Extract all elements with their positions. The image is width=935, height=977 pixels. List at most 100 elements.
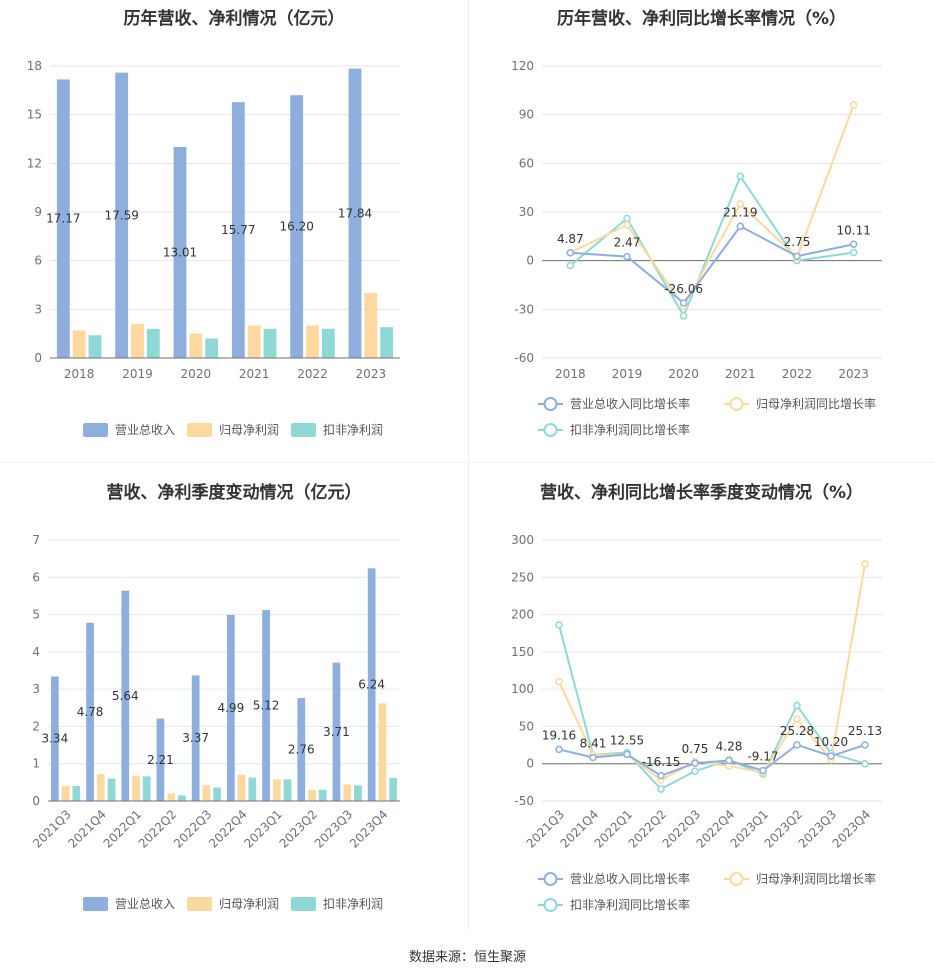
data-point xyxy=(623,221,631,229)
legend-swatch-icon xyxy=(187,423,212,437)
y-tick-label: 3 xyxy=(34,302,42,316)
vertical-divider xyxy=(468,0,469,930)
bar xyxy=(132,775,140,801)
bar xyxy=(205,338,219,358)
bar xyxy=(86,622,94,801)
annual-amount-chart: 0 3 6 9 12 15 18 17.17 17.59 13.01 15.77 16.20 17.84… xyxy=(27,59,400,437)
data-point xyxy=(736,222,745,231)
x-tick-label: 2022 xyxy=(782,367,813,381)
y-tick-label: -30 xyxy=(514,302,534,316)
bar xyxy=(156,718,165,801)
legend-label: 归母净利润 xyxy=(219,897,279,911)
data-label: 3.34 xyxy=(41,732,68,746)
legend-marker-icon xyxy=(543,397,558,411)
data-point xyxy=(679,299,688,307)
data-label: 5.12 xyxy=(253,699,280,713)
bar xyxy=(272,779,281,801)
data-point xyxy=(849,240,858,249)
data-point xyxy=(589,753,597,762)
y-tick-label: 0 xyxy=(526,254,534,268)
y-tick-label: 2 xyxy=(32,719,40,733)
bar xyxy=(173,146,187,358)
y-tick-label: 150 xyxy=(511,645,534,659)
annual-growth-chart: -60 -30 0 30 60 90 120 4.87 2.47 -26.06 21.19 2.75 1… xyxy=(511,59,882,437)
x-tick-label: 2022Q3 xyxy=(171,807,215,851)
y-tick-label: 200 xyxy=(511,608,534,622)
annual-amount-panel: 历年营收、净利情况（亿元） 0 3 6 9 12 15 18 17.17 17.59 13.01 1… xyxy=(0,0,468,462)
bar xyxy=(290,95,304,358)
legend-marker-icon xyxy=(543,423,558,437)
data-point xyxy=(827,752,835,760)
bar xyxy=(306,325,319,358)
data-label: 21.19 xyxy=(723,205,757,219)
y-tick-label: 100 xyxy=(511,682,534,696)
bar xyxy=(354,785,362,801)
data-point xyxy=(555,745,563,754)
bar xyxy=(332,662,341,801)
data-label: 8.41 xyxy=(580,736,607,750)
data-label: 4.87 xyxy=(557,232,584,246)
y-tick-label: 120 xyxy=(511,59,534,73)
data-label: 10.20 xyxy=(814,735,848,749)
y-tick-label: 300 xyxy=(511,533,534,547)
data-label: 4.28 xyxy=(716,740,743,754)
x-tick-label: 2023Q4 xyxy=(830,807,874,851)
data-point xyxy=(793,701,801,710)
data-label: 4.99 xyxy=(217,701,244,715)
y-tick-label: -60 xyxy=(514,351,534,365)
legend-marker-icon xyxy=(729,397,744,411)
chart-title: 历年营收、净利情况（亿元） xyxy=(123,9,345,29)
legend-swatch-icon xyxy=(291,423,316,437)
bar xyxy=(262,610,270,801)
legend-label: 归母净利润同比增长率 xyxy=(756,396,876,411)
x-tick-label: 2019 xyxy=(122,367,153,381)
legend-marker-icon xyxy=(543,898,558,912)
data-label: 4.78 xyxy=(77,705,104,719)
bar xyxy=(115,72,129,358)
x-tick-label: 2021 xyxy=(725,367,756,381)
data-point xyxy=(566,261,575,270)
x-tick-label: 2018 xyxy=(64,367,95,381)
x-tick-label: 2021 xyxy=(239,367,270,381)
data-point xyxy=(861,560,869,568)
legend-swatch-icon xyxy=(83,423,108,437)
data-point xyxy=(759,766,767,775)
legend-marker-icon xyxy=(729,872,744,886)
y-tick-label: 6 xyxy=(34,254,42,268)
data-label: 19.16 xyxy=(542,728,576,742)
data-label: 17.17 xyxy=(46,212,80,226)
x-tick-label: 2023Q1 xyxy=(241,807,285,851)
series-line xyxy=(569,104,855,308)
horizontal-divider xyxy=(0,462,935,463)
bar xyxy=(283,779,292,801)
data-label: 15.77 xyxy=(221,223,255,237)
quarterly-amount-chart: 0 1 2 3 4 5 6 7 3.34 4.78 5.64 2.21 3.37 4.99 5.12 2.76… xyxy=(30,533,400,911)
bar xyxy=(191,675,200,801)
quarterly-growth-chart: -50 0 50 100 150 200 250 300 19.16 8.41 12.55 -16.1… xyxy=(511,533,882,912)
y-tick-label: 4 xyxy=(32,645,40,659)
bar xyxy=(61,786,70,801)
y-tick-label: 3 xyxy=(32,682,40,696)
bar xyxy=(367,568,376,801)
x-tick-label: 2019 xyxy=(612,367,643,381)
x-tick-label: 2018 xyxy=(555,367,586,381)
data-point xyxy=(679,312,688,320)
legend-swatch-icon xyxy=(83,897,108,911)
data-label: 3.37 xyxy=(182,731,209,745)
bar xyxy=(146,328,160,358)
data-label: 5.64 xyxy=(112,689,139,703)
bar xyxy=(202,785,211,801)
data-label: 2.47 xyxy=(614,236,641,250)
x-tick-label: 2021Q4 xyxy=(65,807,109,851)
data-point xyxy=(691,759,699,767)
series-line xyxy=(558,563,866,782)
data-point xyxy=(793,741,801,749)
x-tick-label: 2021Q3 xyxy=(30,807,74,851)
x-tick-label: 2020 xyxy=(668,367,699,381)
legend-label: 扣非净利润同比增长率 xyxy=(570,897,690,912)
legend-label: 归母净利润同比增长率 xyxy=(756,871,876,886)
series-line xyxy=(558,743,866,777)
legend-label: 营业总收入同比增长率 xyxy=(570,396,690,411)
bar xyxy=(226,614,235,801)
y-tick-label: 60 xyxy=(519,156,534,170)
